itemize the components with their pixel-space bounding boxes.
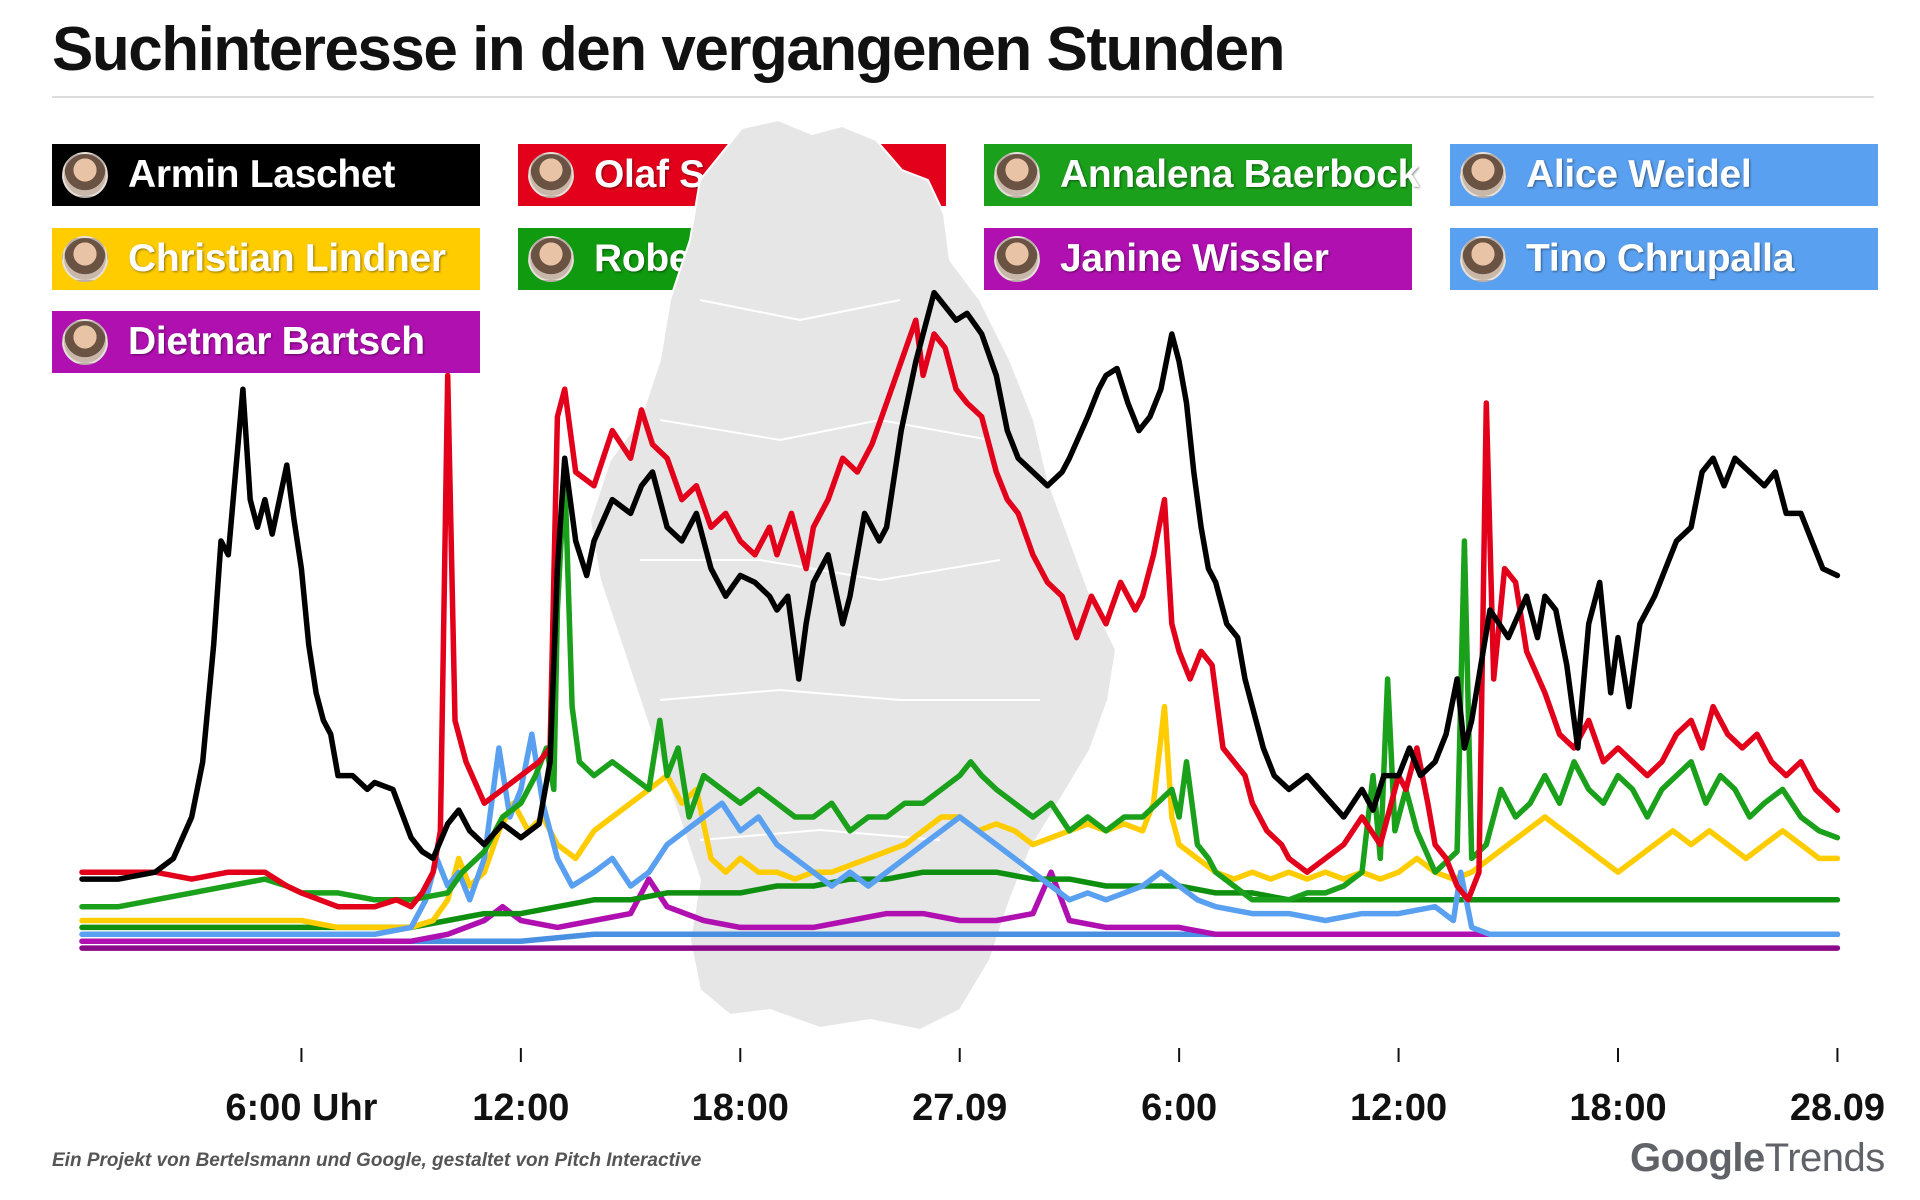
x-tick-label: 6:00 — [1141, 1087, 1217, 1129]
legend-item[interactable]: Dietmar Bartsch — [52, 311, 480, 373]
x-tick-label: 12:00 — [472, 1087, 569, 1129]
legend-item[interactable]: Annalena Baerbock — [984, 144, 1419, 206]
x-tick-label: 27.09 — [912, 1087, 1007, 1129]
series-layer — [79, 289, 1841, 951]
brand-part-2: Trends — [1764, 1136, 1886, 1180]
legend-label: Armin Laschet — [128, 153, 396, 196]
person-avatar-icon — [62, 236, 108, 282]
legend-label: Alice Weidel — [1526, 153, 1752, 196]
series-line-olaf-scholz — [79, 317, 1841, 910]
x-tick-label: 18:00 — [692, 1087, 789, 1129]
brand-part-1: Google — [1630, 1136, 1765, 1180]
series-line-annalena-baerbock — [79, 469, 1841, 910]
legend-item[interactable]: Armin Laschet — [52, 144, 480, 206]
legend-item[interactable]: Alice Weidel — [1450, 144, 1878, 206]
series-line-alice-weidel — [79, 731, 1841, 938]
x-tick-label: 6:00 Uhr — [225, 1087, 377, 1129]
legend-label: Janine Wissler — [1060, 237, 1329, 280]
legend-label: Annalena Baerbock — [1060, 153, 1420, 196]
google-trends-logo: GoogleTrends — [1630, 1136, 1885, 1181]
person-avatar-icon — [994, 236, 1040, 282]
series-line-armin-laschet — [79, 289, 1841, 882]
x-tick-label: 28.09 — [1790, 1087, 1885, 1129]
legend-item[interactable]: Janine Wissler — [984, 228, 1412, 290]
person-avatar-icon — [994, 152, 1040, 198]
person-avatar-icon — [62, 152, 108, 198]
legend-item[interactable]: Tino Chrupalla — [1450, 228, 1878, 290]
legend-item[interactable]: Christian Lindner — [52, 228, 480, 290]
x-tick-label: 12:00 — [1350, 1087, 1447, 1129]
title-divider — [52, 96, 1874, 98]
page-title: Suchinteresse in den vergangenen Stunden — [52, 15, 1285, 84]
person-avatar-icon — [1460, 152, 1506, 198]
person-avatar-icon — [1460, 236, 1506, 282]
person-avatar-icon — [62, 319, 108, 365]
footer-credit: Ein Projekt von Bertelsmann und Google, … — [52, 1150, 702, 1171]
person-avatar-icon — [528, 152, 574, 198]
legend-label: Dietmar Bartsch — [128, 320, 425, 363]
x-tick-label: 18:00 — [1569, 1087, 1666, 1129]
legend-label: Tino Chrupalla — [1526, 237, 1795, 280]
legend-label: Christian Lindner — [128, 237, 446, 280]
x-axis: 6:00 Uhr 12:00 18:00 27.09 6:00 12:00 18:00 28.… — [225, 1048, 1885, 1129]
person-avatar-icon — [528, 236, 574, 282]
